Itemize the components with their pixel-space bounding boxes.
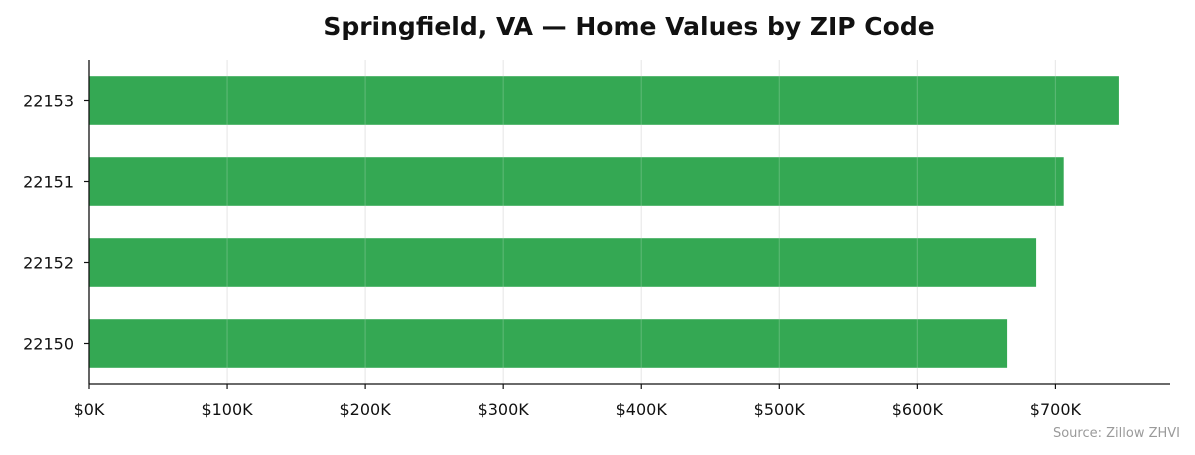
y-tick-label: 22151 — [23, 173, 74, 192]
bar-22151 — [89, 157, 1064, 206]
bar-22152 — [89, 238, 1037, 287]
axes — [88, 60, 1170, 385]
source-note: Source: Zillow ZHVI — [1053, 426, 1180, 441]
x-tick-label: $300K — [478, 400, 530, 419]
bars — [89, 60, 1119, 384]
x-tick-label: $700K — [1030, 400, 1082, 419]
x-tick-label: $100K — [201, 400, 253, 419]
chart-title: Springfield, VA — Home Values by ZIP Cod… — [323, 12, 934, 41]
y-tick-label: 22152 — [23, 254, 74, 273]
x-tick-label: $600K — [892, 400, 944, 419]
y-tick-label: 22150 — [23, 335, 74, 354]
x-tick-label: $400K — [616, 400, 668, 419]
y-tick-label: 22153 — [23, 92, 74, 111]
bar-22150 — [89, 319, 1008, 368]
x-tick-label: $500K — [754, 400, 806, 419]
y-axis-ticks: 22153 22151 22152 22150 — [23, 92, 89, 354]
x-axis-ticks: $0K $100K $200K $300K $400K $500K $600K $700K — [74, 384, 1082, 419]
x-tick-label: $200K — [340, 400, 392, 419]
x-tick-label: $0K — [74, 400, 105, 419]
bar-22153 — [89, 76, 1119, 125]
